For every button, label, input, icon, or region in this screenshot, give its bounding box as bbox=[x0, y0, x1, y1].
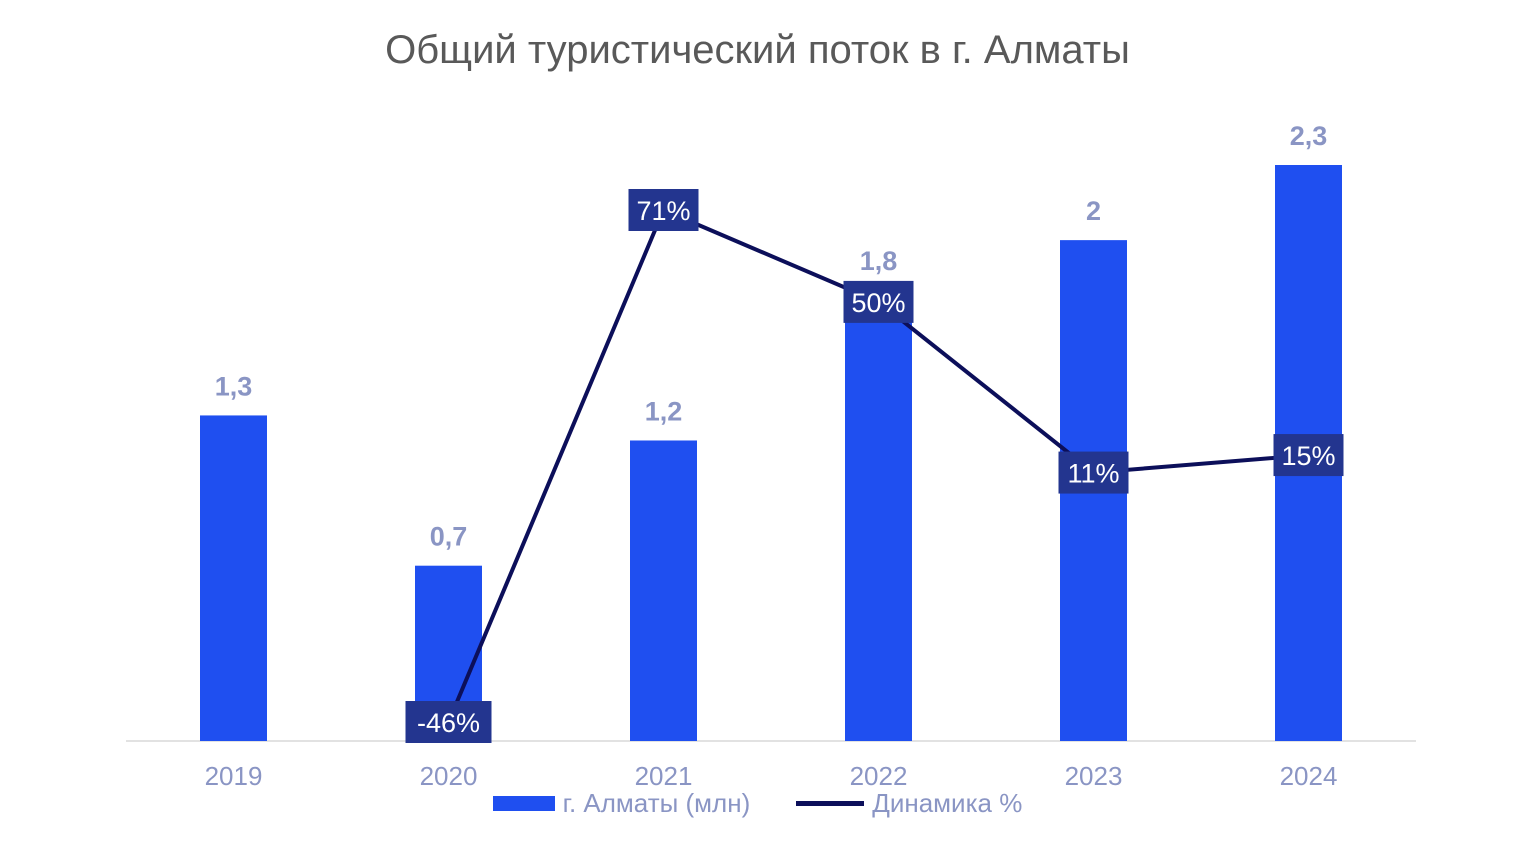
line-value-label: -46% bbox=[417, 708, 480, 738]
x-tick-label: 2022 bbox=[850, 761, 908, 791]
line-value-label: 15% bbox=[1281, 441, 1335, 471]
x-tick-label: 2024 bbox=[1280, 761, 1338, 791]
bar-value-label: 1,3 bbox=[215, 371, 253, 401]
bar-value-label: 1,2 bbox=[645, 396, 683, 426]
chart-title: Общий туристический поток в г. Алматы bbox=[385, 28, 1130, 72]
line-value-label: 11% bbox=[1067, 459, 1119, 489]
line-label-box bbox=[1273, 434, 1344, 477]
line-value-label: 71% bbox=[636, 196, 690, 226]
bar-value-label: 1,8 bbox=[860, 246, 898, 276]
legend-bar-swatch bbox=[492, 796, 555, 811]
line-label-box bbox=[405, 701, 492, 743]
x-tick-label: 2023 bbox=[1065, 761, 1123, 791]
x-tick-label: 2019 bbox=[205, 761, 263, 791]
x-tick-label: 2021 bbox=[635, 761, 693, 791]
bar-value-label: 2,3 bbox=[1290, 121, 1328, 151]
legend-line-label: Динамика % bbox=[872, 788, 1023, 818]
legend-line-swatch bbox=[796, 801, 865, 806]
line-label-box bbox=[628, 189, 699, 231]
x-tick-label: 2020 bbox=[420, 761, 478, 791]
legend-item-line: Динамика % bbox=[796, 788, 1022, 819]
line-label-box bbox=[1058, 451, 1129, 494]
legend-item-bar: г. Алматы (млн) bbox=[492, 788, 751, 819]
chart-legend: г. Алматы (млн) Динамика % bbox=[0, 788, 1515, 819]
bar-value-label: 2 bbox=[1086, 196, 1101, 226]
bar bbox=[200, 415, 267, 741]
line-value-label: 50% bbox=[851, 288, 905, 318]
line-label-box bbox=[843, 280, 914, 323]
legend-bar-label: г. Алматы (млн) bbox=[562, 788, 751, 818]
bar bbox=[845, 290, 912, 741]
bar bbox=[630, 440, 697, 741]
bar-value-label: 0,7 bbox=[430, 522, 468, 552]
